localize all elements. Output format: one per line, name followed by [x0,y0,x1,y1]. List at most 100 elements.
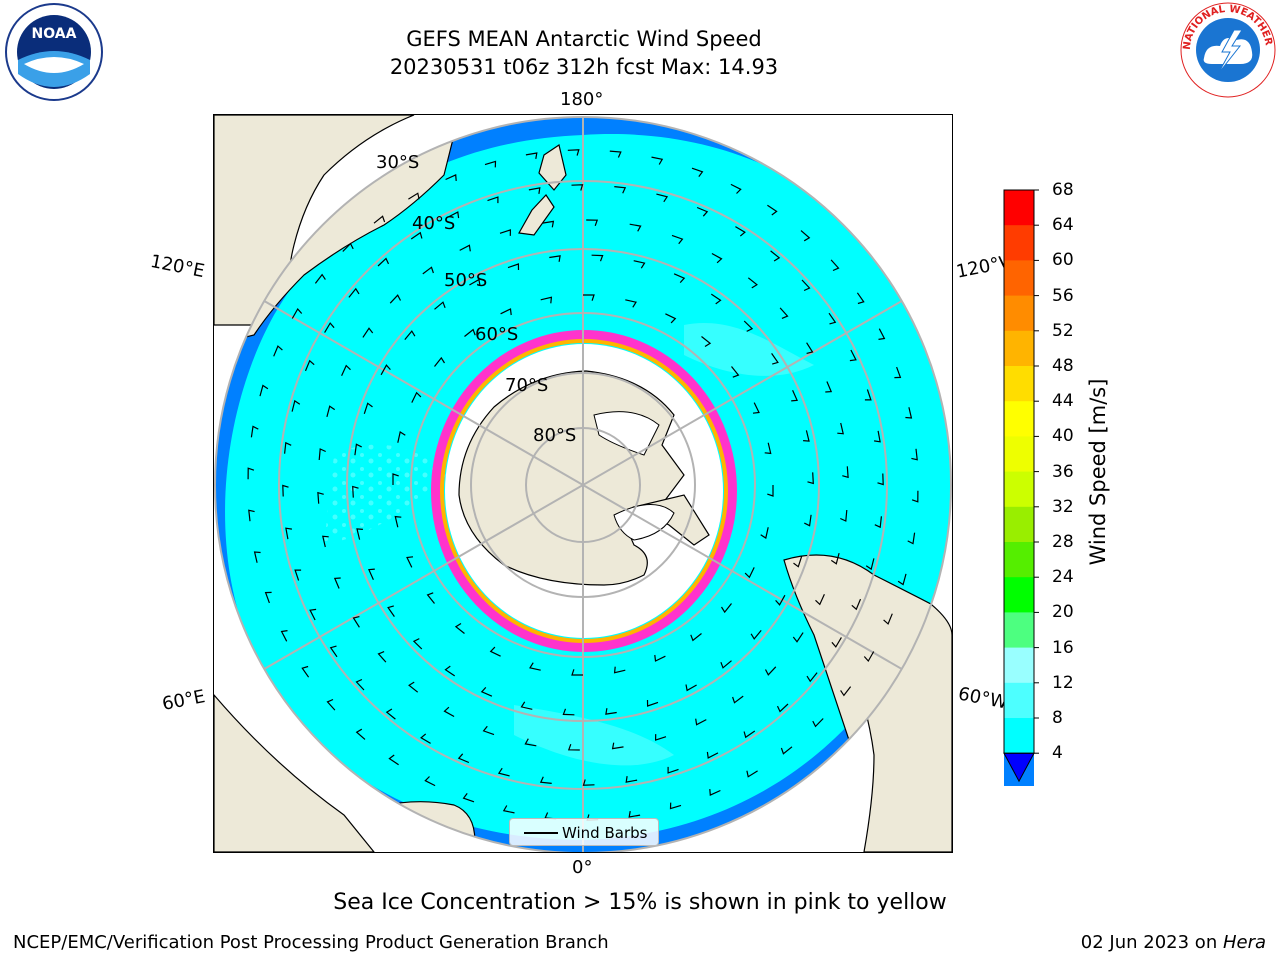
colorbar-tick-label: 8 [1052,708,1063,728]
wind-barb [462,793,475,803]
wind-barb [767,485,774,497]
wind-barb [392,473,399,485]
colorbar-segment [1004,330,1034,367]
wind-barb [388,754,399,766]
colorbar-segment [1004,682,1034,719]
colorbar-tick-label: 48 [1052,356,1074,376]
map-title: GEFS MEAN Antarctic Wind Speed [406,27,762,51]
wind-barb [849,349,857,362]
wind-barb [793,556,803,568]
wind-barb [525,152,538,160]
lat-label-50s: 50°S [444,270,488,291]
wind-barb [457,753,470,764]
wind-barb [654,734,667,741]
wind-barb [730,183,742,194]
wind-barb [669,802,682,810]
wind-barb [710,293,722,305]
colorbar-tick-label: 32 [1052,496,1074,517]
wind-barb [806,672,818,683]
wind-barb [447,211,460,219]
wind-barb [743,730,756,739]
wind-barb [633,260,646,269]
wind-barb [874,430,881,443]
wind-barb [273,345,283,357]
colorbar-segment [1004,366,1034,402]
wind-barb [825,381,833,393]
colorbar-tick-label: 40 [1052,426,1074,447]
colorbar-segment [1004,612,1034,649]
wind-barb [480,686,493,697]
nws-logo: NATIONAL WEATHER SERVICE [1178,0,1276,98]
lon-label-120e: 120°E [148,250,207,283]
wind-barb [389,294,402,304]
lon-label-60e: 60°E [160,686,207,715]
wind-barb [609,150,622,158]
wind-barb [905,407,913,419]
wind-barb [444,665,456,677]
wind-barb [459,244,471,252]
wind-barb [792,632,804,643]
wind-barb [709,789,721,796]
wind-barb [791,390,798,402]
wind-barb [830,259,840,272]
polar-map [214,115,952,852]
wind-barb [363,402,373,414]
wind-barb [752,402,760,414]
wind-barb [764,666,777,676]
wind-barb [628,810,641,818]
wind-barb [520,701,533,710]
wind-barb [567,149,580,156]
graticule [215,117,951,852]
colorbar-tick-label: 44 [1052,391,1074,412]
colorbar-segment [1004,542,1034,578]
sea-ice-note: Sea Ice Concentration > 15% is shown in … [333,890,947,915]
wind-barb [464,328,476,337]
wind-barb [291,399,301,412]
wind-barb [322,535,329,548]
colorbar-tick-label: 28 [1052,532,1074,552]
wind-barb [280,630,288,642]
wind-barb [352,485,359,498]
colorbar-tick-label: 64 [1052,215,1074,236]
wind-barb [248,509,255,522]
wind-barb [731,366,740,378]
wind-barb [301,665,310,678]
lon-label-180: 180° [560,89,604,110]
wind-barb [801,279,811,292]
wind-barb [424,776,436,787]
wind-barb [420,733,431,744]
wind-barb [611,742,624,750]
wind-barb [394,515,402,528]
wind-barb [840,509,848,522]
wind-barb [764,442,772,455]
wind-barb [894,366,902,379]
colorbar-tick-label: 36 [1052,461,1074,482]
colorbar-tick-label: 60 [1052,250,1074,271]
wind-barb [673,273,686,284]
wind-barb [743,320,754,332]
wind-barb [411,391,422,403]
wind-barb [828,312,837,325]
ross-ice-shelf [593,411,660,456]
wind-barb [397,431,406,443]
wind-barb [294,569,302,581]
wind-barb [685,684,697,692]
wind-barb [410,231,423,240]
colorbar-tick-label: 4 [1052,743,1063,764]
colorbar-tick-label: 24 [1052,567,1074,588]
colorbar-segment [1004,718,1034,754]
legend-label: Wind Barbs [562,824,648,842]
colorbar-tick-label: 56 [1052,285,1074,306]
wind-barb [695,718,707,726]
wind-barb [770,250,781,262]
colorbar-segment [1004,577,1034,613]
weddell-ice-shelf [613,504,675,541]
wind-barb [735,226,746,237]
wind-barb [404,330,416,340]
wind-barb [842,466,849,479]
wind-barb [831,637,842,648]
wind-barb [907,532,916,545]
wind-barb [807,472,814,485]
wind-barb [567,743,580,751]
wind-barb [529,662,541,671]
